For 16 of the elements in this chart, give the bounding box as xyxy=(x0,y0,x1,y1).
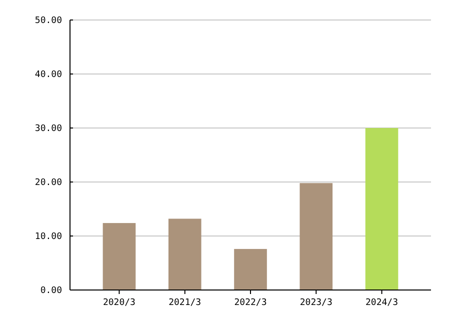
bar xyxy=(102,223,136,290)
x-tick-label: 2020/3 xyxy=(102,298,136,308)
bar xyxy=(365,128,398,290)
y-tick-label: 30.00 xyxy=(34,124,62,134)
bar xyxy=(168,218,202,290)
x-tick-label: 2021/3 xyxy=(168,298,202,308)
bar xyxy=(300,183,333,290)
bar xyxy=(234,248,267,290)
x-tick-label: 2023/3 xyxy=(300,298,332,308)
y-tick-label: 10.00 xyxy=(34,232,62,242)
y-tick-label: 20.00 xyxy=(34,178,62,188)
y-tick-label: 40.00 xyxy=(34,70,62,80)
y-tick-label: 50.00 xyxy=(34,16,62,26)
x-tick-label: 2024/3 xyxy=(366,298,398,308)
y-tick-label: 0.00 xyxy=(40,286,62,296)
x-tick-label: 2022/3 xyxy=(234,298,267,308)
